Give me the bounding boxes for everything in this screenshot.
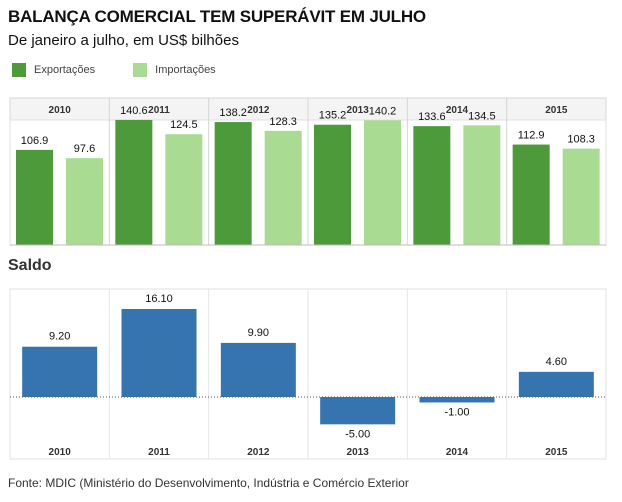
bar-importacoes (364, 120, 401, 245)
saldo-value-label: -1.00 (444, 406, 469, 418)
year-header-label: 2010 (49, 105, 72, 116)
bar-value-label: 128.3 (269, 116, 297, 128)
year-header-label: 2013 (347, 105, 370, 116)
saldo-value-label: 16.10 (145, 293, 173, 305)
saldo-year-label: 2011 (148, 447, 170, 458)
bar-importacoes (463, 125, 501, 245)
legend-item-exportacoes: Exportações (12, 63, 95, 77)
saldo-year-label: 2013 (347, 447, 370, 458)
bar-value-label: 97.6 (74, 143, 95, 155)
legend-swatch-importacoes (133, 63, 148, 77)
chart-title: BALANÇA COMERCIAL TEM SUPERÁVIT EM JULHO (8, 7, 426, 26)
saldo-year-label: 2015 (545, 447, 568, 458)
saldo-bar (419, 397, 495, 403)
saldo-value-label: 9.20 (49, 331, 70, 343)
bar-value-label: 135.2 (319, 110, 347, 122)
saldo-title: Saldo (8, 257, 52, 274)
bar-value-label: 140.6 (120, 105, 148, 117)
saldo-value-label: -5.00 (345, 428, 370, 440)
saldo-bar (518, 371, 594, 397)
saldo-bar (320, 397, 396, 425)
bar-value-label: 140.2 (369, 105, 397, 117)
saldo-year-label: 2014 (446, 447, 469, 458)
chart-subtitle: De janeiro a julho, em US$ bilhões (8, 32, 239, 49)
bar-importacoes (66, 158, 103, 245)
year-header-label: 2011 (148, 105, 170, 116)
bar-value-label: 134.5 (468, 110, 496, 122)
bar-exportacoes (413, 126, 451, 245)
year-header-label: 2012 (247, 105, 270, 116)
legend-swatch-exportacoes (12, 63, 26, 77)
source-note: Fonte: MDIC (Ministério do Desenvolvimen… (8, 476, 409, 490)
bar-exportacoes (314, 124, 351, 245)
saldo-value-label: 9.90 (248, 327, 269, 339)
bar-value-label: 124.5 (170, 119, 198, 131)
legend: Exportações Importações (12, 62, 254, 78)
bar-exportacoes (512, 144, 550, 245)
saldo-bar (121, 309, 197, 397)
bar-value-label: 106.9 (21, 135, 49, 147)
legend-item-importacoes: Importações (133, 63, 216, 77)
bar-exportacoes (214, 122, 252, 245)
year-header-label: 2014 (446, 105, 469, 116)
bar-exportacoes (115, 119, 153, 245)
bar-importacoes (562, 148, 600, 245)
bar-importacoes (264, 130, 302, 245)
bar-value-label: 133.6 (418, 111, 446, 123)
legend-label-exportacoes: Exportações (34, 64, 96, 76)
bar-value-label: 138.2 (219, 107, 247, 119)
saldo-year-label: 2010 (49, 447, 72, 458)
bar-exportacoes (16, 149, 53, 245)
saldo-year-label: 2012 (247, 447, 270, 458)
saldo-bar (220, 342, 296, 397)
legend-label-importacoes: Importações (155, 64, 216, 76)
saldo-bar (22, 346, 98, 397)
year-header-label: 2015 (545, 105, 568, 116)
saldo-value-label: 4.60 (546, 356, 567, 368)
bar-value-label: 112.9 (518, 130, 545, 142)
bar-value-label: 108.3 (567, 134, 595, 146)
bar-importacoes (165, 134, 203, 245)
